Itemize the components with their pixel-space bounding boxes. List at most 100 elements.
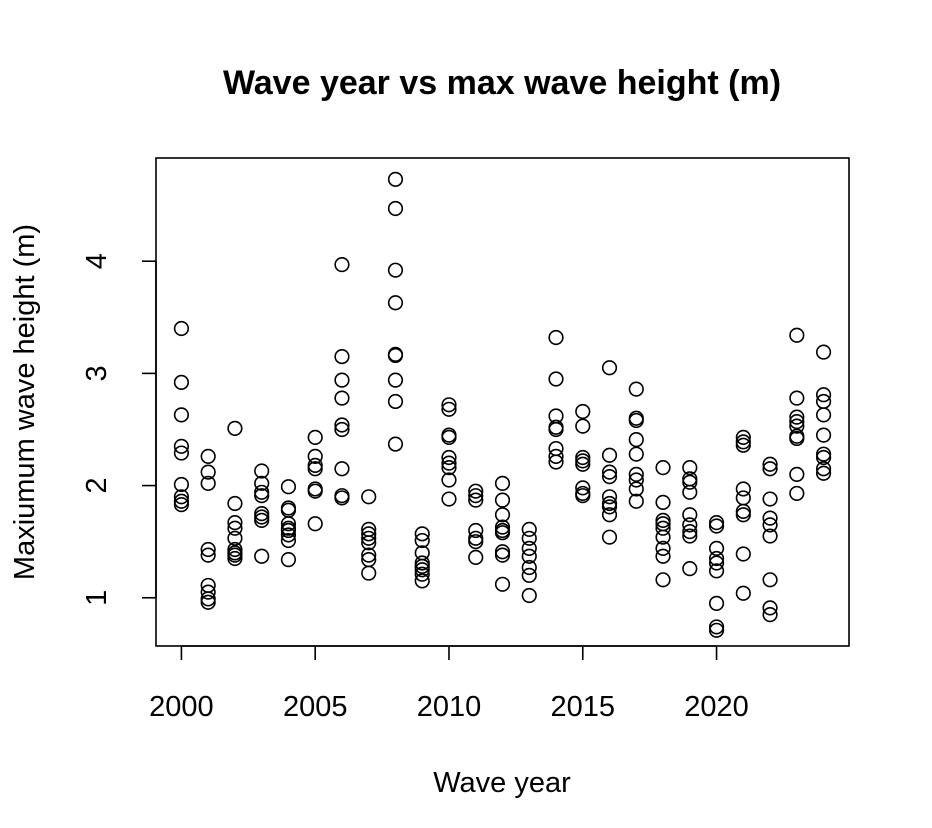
data-point <box>575 418 591 434</box>
data-point <box>468 492 484 508</box>
data-point <box>494 544 511 560</box>
data-point <box>601 447 618 463</box>
data-point <box>521 548 537 564</box>
y-tick-label: 4 <box>81 253 113 269</box>
y-tick-label: 3 <box>81 365 113 381</box>
data-point <box>387 393 404 410</box>
data-point <box>521 559 537 576</box>
data-point <box>441 397 457 413</box>
data-point <box>468 483 484 499</box>
data-point <box>387 262 404 278</box>
data-point <box>387 295 404 311</box>
data-point <box>254 484 270 500</box>
x-tick-label: 2005 <box>283 691 348 723</box>
data-point <box>441 401 457 417</box>
data-point <box>173 476 190 493</box>
data-point <box>254 463 270 479</box>
data-point <box>628 472 644 488</box>
data-point <box>735 490 751 506</box>
data-point <box>173 438 190 454</box>
data-point <box>762 510 778 526</box>
y-axis: 1 2 3 4 <box>81 253 157 606</box>
data-point <box>200 448 216 465</box>
data-point <box>173 445 190 461</box>
data-point <box>387 200 404 217</box>
data-point <box>789 327 805 343</box>
data-point <box>334 417 350 433</box>
data-point <box>655 512 671 528</box>
data-point <box>708 622 725 638</box>
data-point <box>280 522 297 539</box>
data-point <box>735 546 751 562</box>
data-point <box>815 344 832 360</box>
data-point <box>468 549 484 565</box>
data-point <box>173 407 190 423</box>
data-point <box>307 448 323 465</box>
data-point <box>628 481 644 497</box>
data-point <box>601 507 618 523</box>
data-point <box>254 512 270 528</box>
data-point <box>655 520 671 536</box>
data-point <box>307 429 323 445</box>
data-point <box>494 507 511 523</box>
data-point <box>655 460 671 476</box>
data-point <box>735 507 751 523</box>
data-point <box>708 540 725 557</box>
data-point <box>682 474 698 490</box>
data-point <box>200 475 216 491</box>
data-point <box>468 530 484 546</box>
data-point <box>173 320 190 337</box>
data-point <box>307 516 323 532</box>
data-point <box>735 481 751 497</box>
data-point <box>601 499 618 515</box>
data-point <box>441 491 457 507</box>
data-point <box>334 256 350 273</box>
data-point <box>682 523 698 540</box>
data-point <box>227 520 243 536</box>
data-point <box>762 572 778 588</box>
data-point <box>173 497 190 513</box>
data-point <box>280 552 297 568</box>
data-point <box>708 514 725 531</box>
data-point <box>548 329 564 346</box>
data-point <box>414 532 430 549</box>
data-point <box>254 509 270 525</box>
data-point <box>789 414 805 430</box>
data-point <box>254 488 270 504</box>
data-point <box>227 420 243 436</box>
data-point <box>173 374 190 390</box>
data-point <box>762 517 778 533</box>
data-point <box>387 171 404 187</box>
data-point <box>280 532 297 549</box>
data-point <box>815 427 832 443</box>
data-point <box>334 490 350 506</box>
data-point <box>628 493 644 509</box>
data-point <box>280 516 297 532</box>
data-point <box>441 449 457 466</box>
data-point <box>280 479 297 495</box>
data-point <box>708 518 725 534</box>
data-point <box>655 572 671 588</box>
data-point <box>789 466 805 482</box>
data-point <box>628 466 644 482</box>
data-point <box>735 437 751 453</box>
data-points <box>173 171 832 638</box>
data-point <box>521 567 537 583</box>
data-point <box>334 461 350 477</box>
data-point <box>441 455 457 471</box>
data-point <box>708 563 725 579</box>
data-point <box>280 527 297 543</box>
data-point <box>548 454 564 470</box>
plot-box <box>155 157 850 647</box>
data-point <box>468 522 484 539</box>
data-point <box>735 503 751 519</box>
data-point <box>494 525 511 541</box>
data-point <box>575 456 591 472</box>
data-point <box>628 412 644 429</box>
y-tick-label: 1 <box>81 590 113 606</box>
data-point <box>200 464 216 480</box>
data-point <box>334 348 350 365</box>
data-point <box>655 529 671 545</box>
data-point <box>575 488 591 504</box>
data-point <box>628 381 644 397</box>
